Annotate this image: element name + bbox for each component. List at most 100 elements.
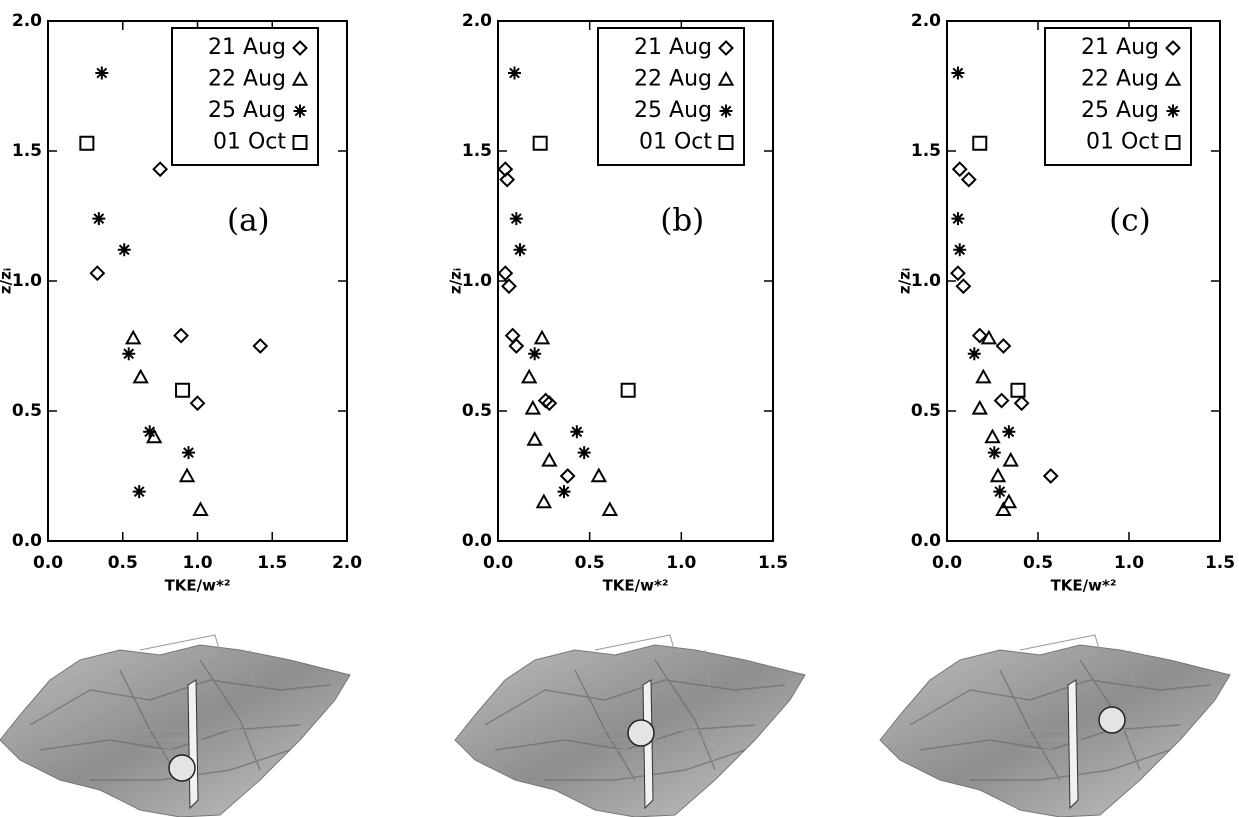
data-point <box>558 485 571 498</box>
data-point <box>986 431 999 443</box>
y-tick-label: 1.0 <box>12 271 42 291</box>
data-point <box>973 402 986 414</box>
y-tick-label: 1.5 <box>911 141 941 161</box>
data-point <box>528 347 541 360</box>
data-point <box>543 454 556 466</box>
x-tick-label: 0.0 <box>33 553 63 573</box>
panel-label: (a) <box>227 203 270 239</box>
data-point <box>143 425 156 438</box>
data-point <box>1002 425 1015 438</box>
data-point <box>951 212 964 225</box>
x-tick-label: 1.0 <box>1114 553 1144 573</box>
data-point <box>997 340 1010 353</box>
data-point <box>1015 397 1028 410</box>
y-axis-label: z/zᵢ <box>0 268 15 294</box>
y-tick-label: 2.0 <box>462 11 492 31</box>
data-point <box>537 496 550 508</box>
data-point <box>995 394 1008 407</box>
data-point <box>194 503 207 515</box>
legend-label: 21 Aug <box>208 35 286 60</box>
x-tick-label: 0.5 <box>108 553 138 573</box>
data-point <box>499 267 512 280</box>
legend-label: 21 Aug <box>1081 35 1159 60</box>
data-point <box>536 332 549 344</box>
y-tick-label: 0.0 <box>911 531 941 551</box>
data-point <box>534 137 547 150</box>
data-point <box>592 470 605 482</box>
data-point <box>508 67 521 80</box>
x-axis-label: TKE/w*² <box>165 577 231 595</box>
x-tick-label: 1.5 <box>758 553 788 573</box>
x-tick-label: 1.0 <box>666 553 696 573</box>
data-point <box>526 402 539 414</box>
data-point <box>514 243 527 256</box>
data-point <box>962 173 975 186</box>
data-point <box>1011 384 1024 397</box>
panel-label: (c) <box>1109 203 1151 239</box>
x-tick-label: 1.0 <box>182 553 212 573</box>
legend-label: 01 Oct <box>639 130 712 155</box>
legend-label: 22 Aug <box>1081 67 1159 92</box>
data-point <box>175 329 188 342</box>
panel-label: (b) <box>660 203 704 239</box>
y-tick-label: 0.5 <box>462 401 492 421</box>
legend-label: 25 Aug <box>634 98 712 123</box>
data-point <box>92 212 105 225</box>
data-point <box>1004 454 1017 466</box>
x-tick-label: 1.5 <box>1205 553 1235 573</box>
y-tick-label: 1.5 <box>12 141 42 161</box>
data-point <box>973 137 986 150</box>
data-point <box>1044 470 1057 483</box>
data-point <box>951 67 964 80</box>
x-tick-label: 2.0 <box>332 553 362 573</box>
data-point <box>176 384 189 397</box>
legend-label: 25 Aug <box>1081 98 1159 123</box>
data-point <box>181 470 194 482</box>
legend-marker <box>1167 105 1180 118</box>
y-axis-label: z/zᵢ <box>896 268 914 294</box>
data-point <box>154 163 167 176</box>
x-tick-label: 0.5 <box>575 553 605 573</box>
data-point <box>191 397 204 410</box>
x-axis-label: TKE/w*² <box>603 577 669 595</box>
terrain-image <box>0 635 350 817</box>
data-point <box>127 332 140 344</box>
y-tick-label: 1.5 <box>462 141 492 161</box>
legend-marker <box>720 105 733 118</box>
y-tick-label: 2.0 <box>911 11 941 31</box>
data-point <box>991 470 1004 482</box>
x-axis-label: TKE/w*² <box>1051 577 1117 595</box>
data-point <box>953 243 966 256</box>
data-point <box>997 503 1010 515</box>
data-point <box>622 384 635 397</box>
data-point <box>968 347 981 360</box>
y-tick-label: 1.0 <box>462 271 492 291</box>
data-point <box>118 243 131 256</box>
legend-label: 25 Aug <box>208 98 286 123</box>
y-tick-label: 0.0 <box>12 531 42 551</box>
legend-label: 21 Aug <box>634 35 712 60</box>
legend-label: 01 Oct <box>213 130 286 155</box>
site-marker <box>1099 707 1125 733</box>
data-point <box>993 485 1006 498</box>
data-point <box>122 347 135 360</box>
y-tick-label: 0.5 <box>911 401 941 421</box>
site-marker <box>169 755 195 781</box>
data-point <box>182 446 195 459</box>
data-point <box>91 267 104 280</box>
y-axis-label: z/zᵢ <box>447 268 465 294</box>
y-tick-label: 0.0 <box>462 531 492 551</box>
data-point <box>254 340 267 353</box>
legend-label: 22 Aug <box>634 67 712 92</box>
y-tick-label: 0.5 <box>12 401 42 421</box>
x-tick-label: 1.5 <box>257 553 287 573</box>
x-tick-label: 0.0 <box>483 553 513 573</box>
data-point <box>80 137 93 150</box>
data-point <box>953 163 966 176</box>
data-point <box>988 446 1001 459</box>
site-marker <box>628 720 654 746</box>
y-tick-label: 2.0 <box>12 11 42 31</box>
y-tick-label: 1.0 <box>911 271 941 291</box>
x-tick-label: 0.0 <box>932 553 962 573</box>
data-point <box>603 503 616 515</box>
